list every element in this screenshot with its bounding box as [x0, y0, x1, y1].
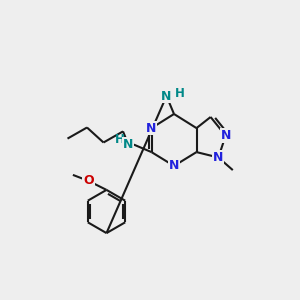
Text: H: H	[175, 87, 185, 100]
Text: N: N	[123, 138, 134, 151]
Text: N: N	[146, 122, 157, 135]
Text: N: N	[161, 89, 172, 103]
Text: N: N	[213, 151, 224, 164]
Text: O: O	[83, 174, 94, 188]
Text: H: H	[115, 133, 125, 146]
Text: N: N	[220, 129, 231, 142]
Text: N: N	[169, 159, 179, 172]
